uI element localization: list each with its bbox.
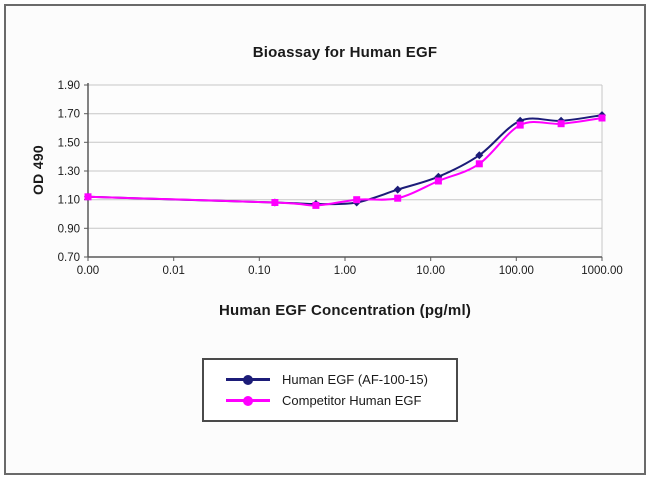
legend-item-human-egf: Human EGF (AF-100-15) (226, 371, 456, 389)
series-1-marker-square (434, 177, 442, 185)
x-tick-label: 0.00 (77, 265, 99, 277)
x-tick-label: 1000.00 (581, 265, 623, 277)
series-0-marker-diamond (475, 151, 484, 160)
legend: Human EGF (AF-100-15) Competitor Human E… (202, 358, 458, 422)
x-tick-label: 100.00 (499, 265, 534, 277)
y-tick-label: 0.90 (58, 223, 80, 235)
x-tick-label: 0.10 (248, 265, 270, 277)
y-tick-label: 1.10 (58, 195, 80, 207)
legend-dot-icon (243, 374, 253, 385)
series-1-marker-square (394, 194, 402, 202)
legend-swatch-line-dot-icon (226, 395, 270, 407)
legend-label: Human EGF (AF-100-15) (282, 371, 428, 387)
x-tick-label: 10.00 (416, 265, 445, 277)
legend-swatch-line-dot-icon (226, 374, 270, 386)
series-0-marker-diamond (393, 185, 402, 194)
series-1-marker-square (84, 193, 92, 201)
series-1-marker-square (557, 120, 565, 128)
series-1-marker-square (312, 201, 320, 209)
series-1-marker-square (353, 196, 361, 204)
legend-item-competitor: Competitor Human EGF (226, 392, 456, 410)
y-tick-label: 1.90 (58, 80, 80, 92)
y-axis-title: OD 490 (30, 144, 46, 196)
legend-label: Competitor Human EGF (282, 392, 422, 408)
x-axis-title: Human EGF Concentration (pg/ml) (218, 302, 472, 319)
y-tick-label: 1.30 (58, 166, 80, 178)
series-1-marker-square (516, 121, 524, 129)
chart-title: Bioassay for Human EGF (252, 44, 438, 61)
y-tick-label: 0.70 (58, 252, 80, 264)
x-tick-label: 0.01 (163, 265, 185, 277)
y-tick-label: 1.50 (58, 137, 80, 149)
x-tick-label: 1.00 (334, 265, 356, 277)
legend-dot-icon (243, 395, 253, 406)
series-1-marker-square (271, 199, 279, 206)
y-tick-label: 1.70 (58, 109, 80, 121)
series-1-marker-square (475, 160, 483, 168)
series-1-marker-square (598, 114, 606, 122)
